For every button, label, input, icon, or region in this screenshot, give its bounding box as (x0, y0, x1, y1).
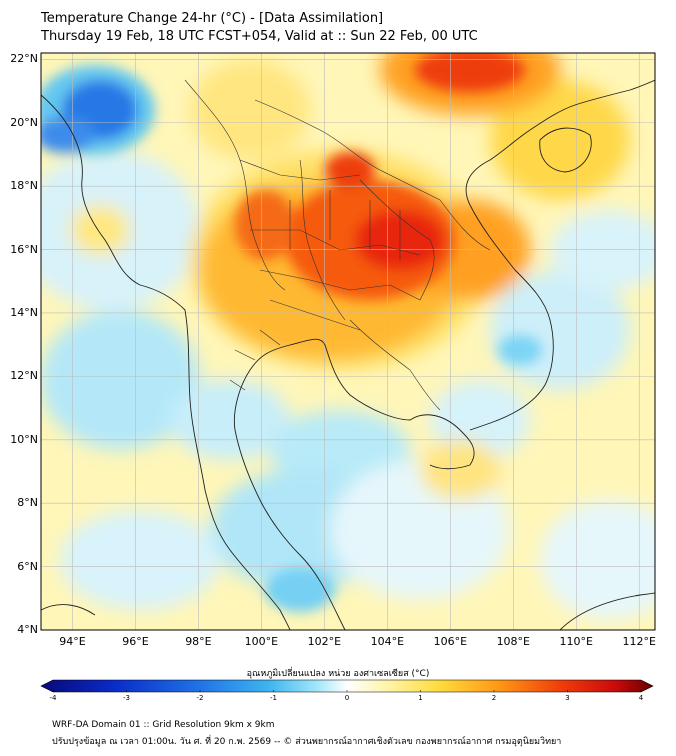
colorbar-tick-label: 2 (491, 694, 497, 702)
graticule (41, 53, 655, 630)
temperature-field (41, 53, 655, 630)
lat-tick-label: 18°N (10, 179, 38, 193)
lon-tick-label: 98°E (185, 635, 212, 648)
colorbar-tick-label: -3 (123, 694, 130, 702)
lat-tick-label: 16°N (10, 242, 38, 256)
lon-tick-label: 102°E (307, 635, 342, 648)
lon-tick-label: 110°E (559, 635, 593, 648)
map-title: Temperature Change 24-hr (°C) - [Data As… (41, 11, 384, 26)
map-frame (40, 52, 656, 631)
colorbar-label: อุณหภูมิเปลี่ยนแปลง หน่วย องศาเซลเซียส (… (246, 669, 430, 679)
colorbar-tick-label: -4 (49, 694, 57, 702)
lat-tick-label: 6°N (17, 559, 38, 573)
lat-tick-label: 8°N (17, 496, 38, 510)
lon-tick-label: 94°E (59, 635, 86, 648)
map-subtitle: Thursday 19 Feb, 18 UTC FCST+054, Valid … (41, 29, 478, 44)
colorbar-tick-label: 3 (565, 694, 570, 702)
colorbar-ticks (52, 690, 642, 692)
lon-tick-label: 106°E (433, 635, 468, 648)
coastlines (41, 79, 655, 630)
lat-tick-label: 22°N (10, 52, 38, 66)
colorbar-tick-label: 0 (344, 694, 350, 702)
colorbar-tick-label: -2 (196, 694, 204, 702)
colorbar-tick-label: 4 (638, 694, 644, 702)
colorbar-tick-label: -1 (270, 694, 277, 702)
lat-tick-label: 10°N (10, 432, 38, 446)
lon-tick-label: 112°E (622, 635, 656, 648)
lat-tick-label: 20°N (10, 115, 38, 129)
lat-tick-label: 14°N (10, 305, 38, 319)
lon-tick-label: 100°E (244, 635, 279, 648)
lon-tick-label: 108°E (496, 635, 531, 648)
colorbar-tick-label: 1 (418, 694, 423, 702)
province-borders (184, 79, 491, 411)
lat-tick-label: 12°N (10, 369, 38, 383)
footer-model-info: WRF-DA Domain 01 :: Grid Resolution 9km … (52, 720, 275, 730)
lat-tick-label: 4°N (17, 623, 38, 636)
footer-credit: ปรับปรุงข้อมูล ณ เวลา 01:00น. วัน ศ. ที่… (52, 737, 562, 747)
lon-tick-label: 96°E (122, 635, 149, 648)
lon-tick-label: 104°E (370, 635, 405, 648)
